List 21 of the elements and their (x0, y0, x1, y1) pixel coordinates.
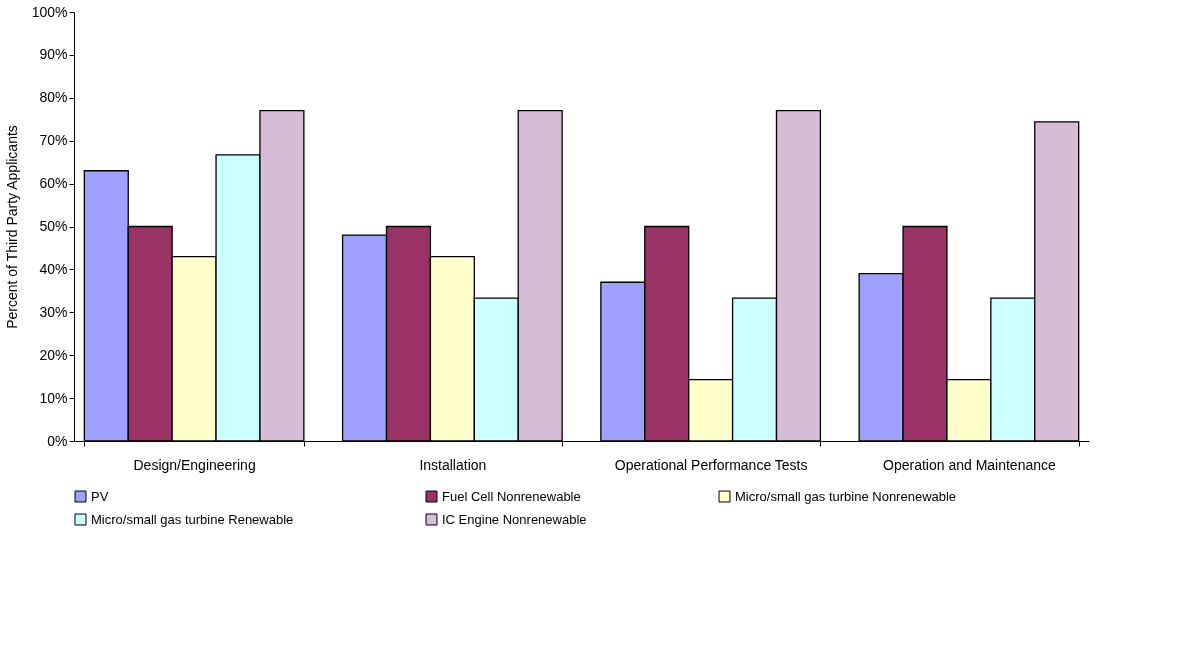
y-tick-label: 100% (31, 3, 68, 20)
y-tick-label: 70% (39, 132, 68, 149)
legend-label: PV (91, 488, 109, 504)
y-tick-label: 0% (47, 432, 68, 449)
y-tick-label: 50% (39, 218, 68, 234)
y-tick-label: 90% (39, 46, 68, 63)
legend-label: Micro/small gas turbine Renewable (91, 511, 294, 527)
y-tick-label: 60% (39, 175, 68, 192)
x-tick-label: Installation (419, 456, 487, 473)
legend-label: IC Engine Nonrenewable (442, 511, 587, 527)
y-axis-title: Percent of Third Party Applicants (3, 125, 20, 329)
legend-label: Micro/small gas turbine Nonrenewable (735, 488, 957, 504)
legend-label: Fuel Cell Nonrenewable (442, 488, 581, 504)
y-tick-label: 80% (39, 89, 68, 106)
x-tick-label: Operation and Maintenance (883, 456, 1057, 473)
x-tick-label: Operational Performance Tests (614, 456, 808, 473)
x-tick-label: Design/Engineering (133, 456, 256, 473)
y-tick-label: 30% (39, 303, 68, 320)
y-tick-label: 20% (39, 346, 68, 363)
y-tick-label: 40% (39, 260, 68, 277)
y-tick-label: 10% (39, 389, 68, 406)
